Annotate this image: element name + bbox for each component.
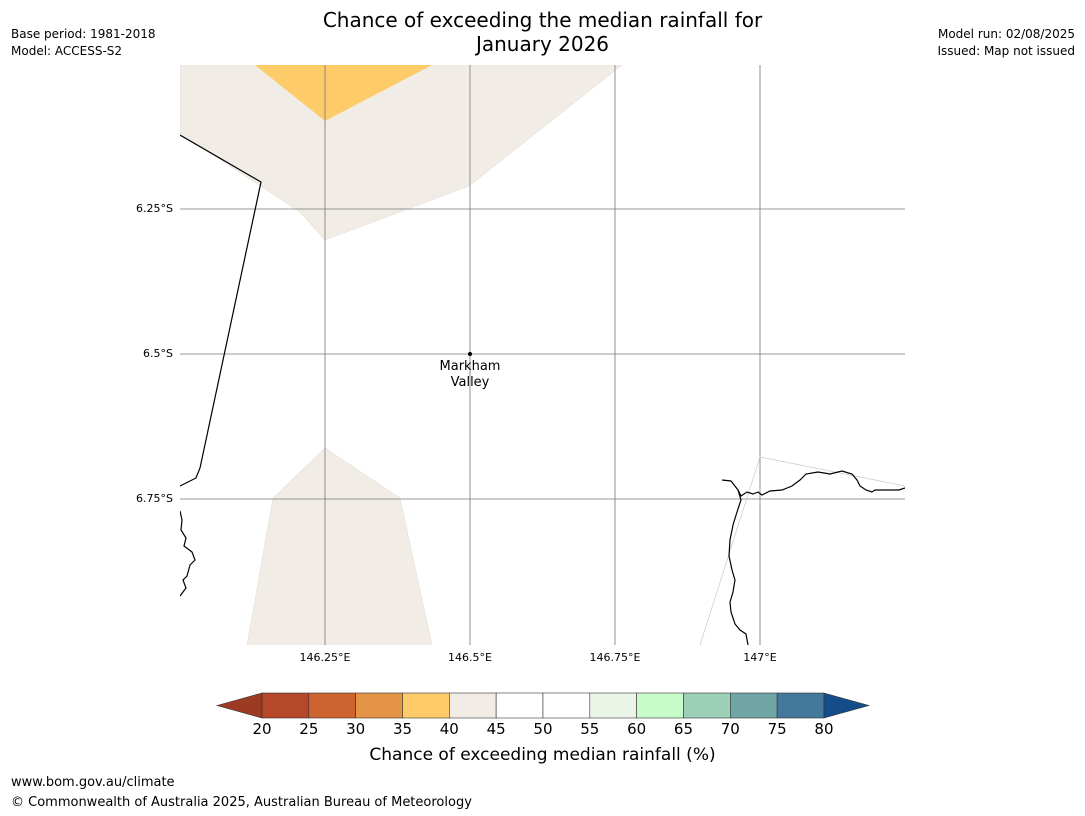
markham-valley-marker — [468, 352, 472, 356]
colorbar-swatch — [449, 692, 497, 719]
colorbar-swatch — [402, 692, 450, 719]
colorbar-tick-label: 65 — [673, 720, 694, 738]
colorbar-swatch — [729, 692, 778, 719]
colorbar-swatch — [355, 692, 403, 719]
colorbar-swatch — [308, 692, 356, 719]
colorbar-tick-label: 55 — [580, 720, 600, 738]
faint-boundary-east — [699, 456, 905, 645]
region-40-45-south — [246, 447, 433, 645]
title-line-2: January 2026 — [475, 32, 610, 56]
colorbar-tick-label: 45 — [486, 720, 506, 738]
colorbar-label: Chance of exceeding median rainfall (%) — [369, 745, 716, 765]
coastline-east — [721, 470, 905, 497]
base-period: Base period: 1981-2018 — [11, 27, 156, 41]
colorbar-swatch — [261, 692, 310, 719]
meta-left: Base period: 1981-2018 Model: ACCESS-S2 — [11, 26, 156, 60]
colorbar — [215, 692, 871, 719]
colorbar-tick-label: 50 — [533, 720, 553, 738]
colorbar-tick-label: 60 — [627, 720, 647, 738]
lon-label-146.75: 146.75°E — [589, 651, 641, 664]
lon-label-146.5: 146.5°E — [448, 651, 492, 664]
lat-label-6.75: 6.75°S — [136, 492, 173, 505]
footer-copyright: © Commonwealth of Australia 2025, Austra… — [11, 795, 472, 810]
issued-status: Issued: Map not issued — [937, 44, 1075, 58]
lon-label-146.25: 146.25°E — [299, 651, 351, 664]
colorbar-tick-label: 40 — [439, 720, 459, 738]
colorbar-tick-label: 20 — [252, 720, 272, 738]
lat-label-6.25: 6.25°S — [136, 202, 173, 215]
colorbar-tick-label: 75 — [767, 720, 787, 738]
colorbar-swatch — [589, 692, 637, 719]
region-35-40-north — [255, 65, 432, 121]
colorbar-tick-label: 25 — [299, 720, 319, 738]
colorbar-swatch — [776, 692, 825, 719]
colorbar-tick-label: 30 — [346, 720, 366, 738]
coastline-east-river — [728, 489, 749, 645]
footer-url[interactable]: www.bom.gov.au/climate — [11, 775, 175, 790]
colorbar-swatch — [542, 692, 591, 719]
place-label-markham-valley: Markham Valley — [420, 359, 520, 391]
lat-label-6.5: 6.5°S — [143, 347, 173, 360]
map-title: Chance of exceeding the median rainfall … — [0, 8, 1085, 56]
model-run: Model run: 02/08/2025 — [937, 27, 1075, 41]
colorbar-extend-low — [215, 692, 263, 719]
coastline-west — [180, 510, 196, 597]
colorbar-tick-label: 35 — [392, 720, 413, 738]
colorbar-swatch — [683, 692, 731, 719]
colorbar-tick-label: 80 — [814, 720, 834, 738]
lon-label-147: 147°E — [743, 651, 777, 664]
border-line — [180, 134, 262, 487]
place-name-line-1: Markham — [439, 359, 501, 374]
colorbar-tick-label: 70 — [720, 720, 740, 738]
place-name-line-2: Valley — [450, 375, 490, 390]
colorbar-swatch — [495, 692, 544, 719]
title-line-1: Chance of exceeding the median rainfall … — [322, 8, 763, 32]
colorbar-extend-high — [823, 692, 871, 719]
region-40-45-north — [180, 65, 623, 241]
colorbar-swatch — [636, 692, 684, 719]
meta-right: Model run: 02/08/2025 Issued: Map not is… — [937, 26, 1075, 60]
model-name: Model: ACCESS-S2 — [11, 44, 123, 58]
